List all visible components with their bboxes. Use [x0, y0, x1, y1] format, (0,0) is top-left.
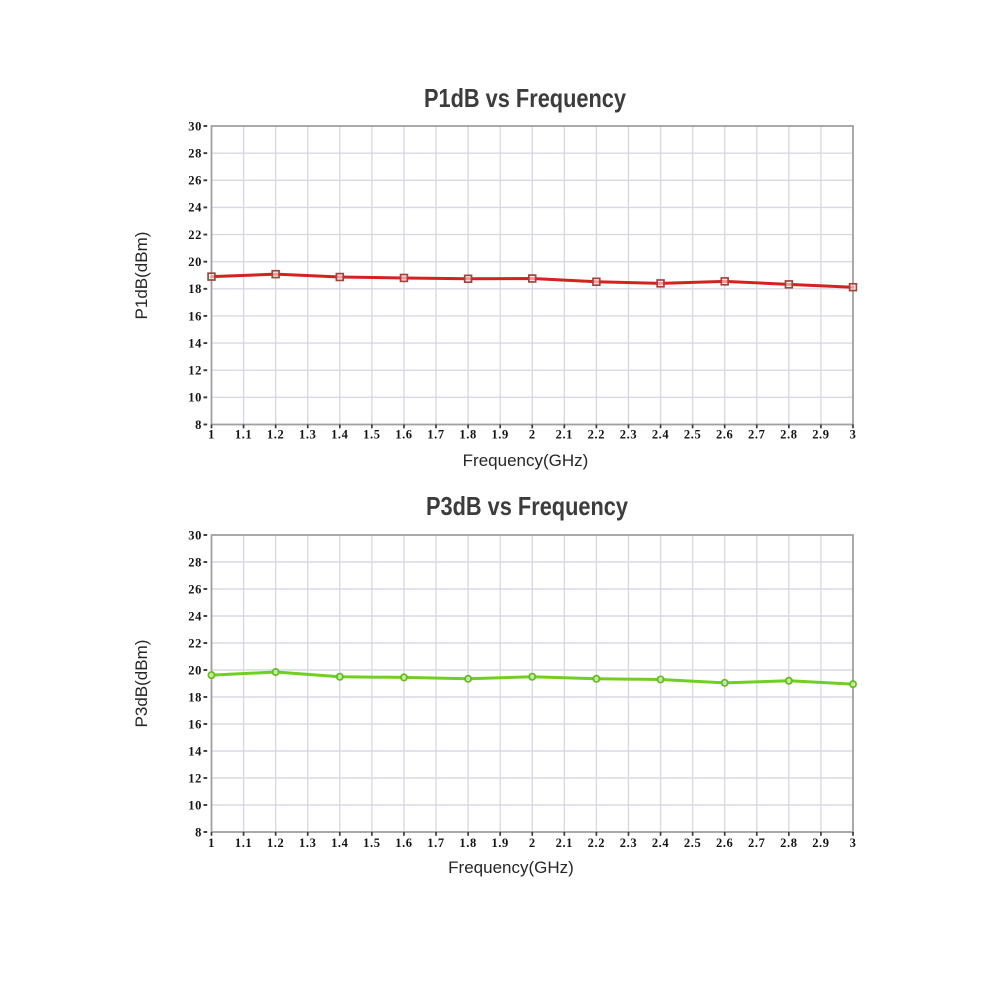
svg-text:14: 14	[188, 744, 202, 758]
svg-text:1.8: 1.8	[459, 836, 476, 850]
svg-text:1: 1	[208, 836, 215, 850]
svg-text:2.2: 2.2	[588, 427, 605, 441]
svg-text:30: 30	[188, 119, 202, 133]
svg-text:P3dB vs Frequency: P3dB vs Frequency	[426, 491, 628, 521]
svg-text:2.8: 2.8	[780, 427, 797, 441]
svg-text:2.3: 2.3	[620, 427, 637, 441]
svg-text:18: 18	[188, 282, 202, 296]
svg-text:1.3: 1.3	[299, 427, 316, 441]
svg-text:20: 20	[188, 255, 202, 269]
svg-text:2.1: 2.1	[556, 836, 573, 850]
svg-text:16: 16	[188, 717, 202, 731]
svg-text:3: 3	[850, 836, 857, 850]
svg-text:2.8: 2.8	[780, 836, 797, 850]
svg-text:Frequency(GHz): Frequency(GHz)	[463, 451, 589, 470]
svg-text:1.2: 1.2	[267, 427, 284, 441]
svg-text:1.1: 1.1	[235, 836, 252, 850]
svg-text:1.4: 1.4	[331, 427, 349, 441]
svg-text:14: 14	[188, 336, 202, 350]
svg-text:2.1: 2.1	[556, 427, 573, 441]
svg-text:18: 18	[188, 690, 202, 704]
svg-text:28: 28	[188, 555, 202, 569]
svg-text:2.9: 2.9	[812, 836, 829, 850]
svg-text:30: 30	[188, 528, 202, 542]
svg-text:12: 12	[188, 771, 202, 785]
svg-text:1.1: 1.1	[235, 427, 252, 441]
svg-text:2.7: 2.7	[748, 427, 765, 441]
svg-text:P3dB(dBm): P3dB(dBm)	[132, 640, 151, 728]
svg-text:20: 20	[188, 663, 202, 677]
svg-text:1: 1	[208, 427, 215, 441]
svg-text:26: 26	[188, 174, 202, 188]
svg-text:2.3: 2.3	[620, 836, 637, 850]
svg-text:1.3: 1.3	[299, 836, 316, 850]
svg-text:1.7: 1.7	[427, 836, 444, 850]
svg-text:2.7: 2.7	[748, 836, 765, 850]
svg-text:2.6: 2.6	[716, 836, 733, 850]
svg-text:1.7: 1.7	[427, 427, 444, 441]
svg-text:2.4: 2.4	[652, 427, 670, 441]
svg-text:22: 22	[188, 636, 202, 650]
svg-text:2.6: 2.6	[716, 427, 733, 441]
svg-text:3: 3	[850, 427, 857, 441]
svg-text:2.5: 2.5	[684, 836, 701, 850]
svg-text:2.2: 2.2	[588, 836, 605, 850]
svg-text:16: 16	[188, 309, 202, 323]
svg-text:P1dB vs Frequency: P1dB vs Frequency	[424, 83, 626, 113]
svg-text:12: 12	[188, 364, 202, 378]
svg-text:2.9: 2.9	[812, 427, 829, 441]
svg-text:8: 8	[195, 418, 202, 432]
svg-text:8: 8	[195, 825, 202, 839]
svg-text:26: 26	[188, 582, 202, 596]
svg-text:1.9: 1.9	[491, 836, 508, 850]
svg-text:2: 2	[529, 427, 536, 441]
svg-text:2.5: 2.5	[684, 427, 701, 441]
svg-text:24: 24	[188, 609, 202, 623]
svg-text:1.6: 1.6	[395, 427, 412, 441]
svg-text:10: 10	[188, 391, 202, 405]
svg-text:Frequency(GHz): Frequency(GHz)	[448, 858, 574, 877]
svg-text:1.8: 1.8	[459, 427, 476, 441]
svg-text:1.5: 1.5	[363, 427, 380, 441]
svg-text:10: 10	[188, 798, 202, 812]
svg-text:1.6: 1.6	[395, 836, 412, 850]
svg-text:1.2: 1.2	[267, 836, 284, 850]
svg-text:28: 28	[188, 146, 202, 160]
svg-text:1.5: 1.5	[363, 836, 380, 850]
svg-text:2.4: 2.4	[652, 836, 670, 850]
svg-text:2: 2	[529, 836, 536, 850]
svg-text:22: 22	[188, 228, 202, 242]
svg-text:24: 24	[188, 201, 202, 215]
svg-text:1.9: 1.9	[491, 427, 508, 441]
svg-text:1.4: 1.4	[331, 836, 349, 850]
svg-text:P1dB(dBm): P1dB(dBm)	[132, 232, 151, 320]
